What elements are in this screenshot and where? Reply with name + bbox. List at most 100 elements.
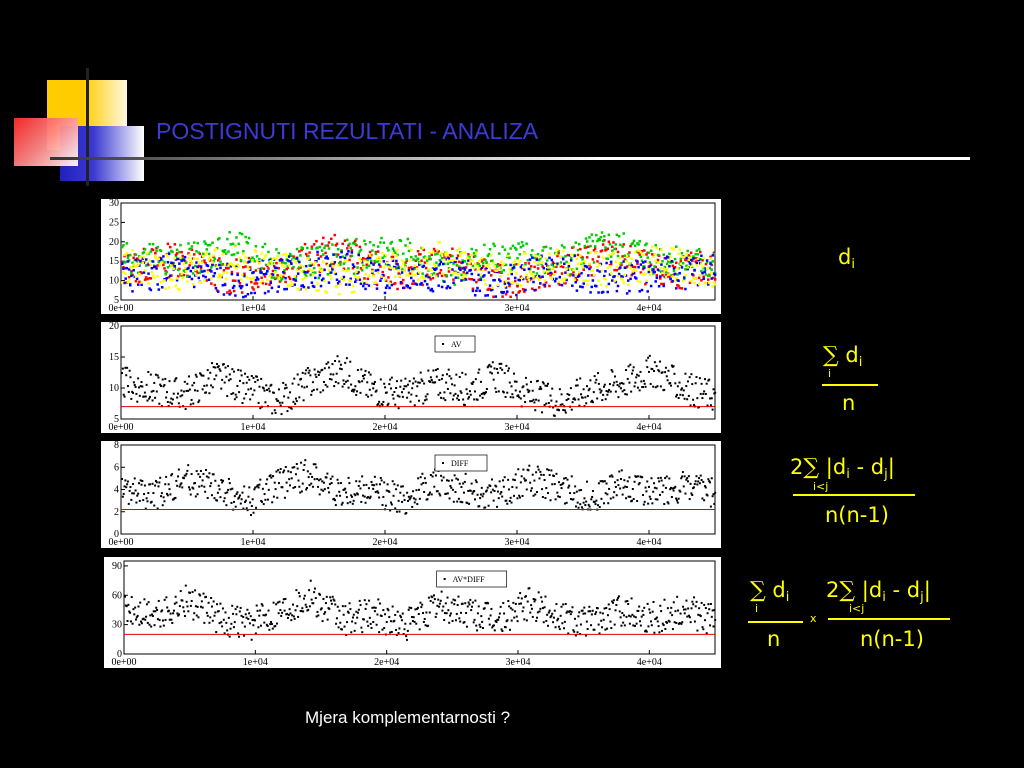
data-point <box>710 268 713 271</box>
data-point <box>620 261 623 265</box>
data-point <box>125 374 128 377</box>
data-point <box>548 473 551 476</box>
data-point <box>608 487 611 490</box>
data-point <box>424 266 428 270</box>
data-point <box>132 391 135 394</box>
data-point <box>381 503 384 506</box>
data-point <box>295 462 298 465</box>
data-point <box>605 606 608 609</box>
data-point <box>588 262 591 265</box>
data-point <box>195 250 198 253</box>
data-point <box>581 396 584 399</box>
data-point <box>659 275 662 278</box>
data-point <box>656 385 659 388</box>
data-point <box>184 407 187 410</box>
data-point <box>425 262 429 265</box>
data-point <box>222 500 225 503</box>
data-point <box>424 274 428 278</box>
data-point <box>436 367 439 370</box>
data-point <box>623 273 627 277</box>
data-point <box>288 478 291 481</box>
data-point <box>340 628 343 631</box>
data-point <box>164 377 167 380</box>
fraction-bar <box>822 384 878 386</box>
data-point <box>448 497 451 500</box>
data-point <box>587 279 590 282</box>
data-point <box>391 259 395 262</box>
data-point <box>269 474 272 477</box>
data-point <box>239 502 242 505</box>
data-point <box>189 269 193 273</box>
data-point <box>621 390 624 393</box>
data-point <box>430 253 434 257</box>
data-point <box>361 631 364 634</box>
data-point <box>309 472 312 475</box>
data-point <box>419 261 422 265</box>
data-point <box>622 614 625 617</box>
data-point <box>632 268 636 271</box>
data-point <box>164 618 167 621</box>
data-point <box>648 608 651 611</box>
data-point <box>283 395 286 398</box>
data-point <box>446 492 449 495</box>
data-point <box>149 250 153 253</box>
data-point <box>595 233 598 237</box>
data-point <box>165 475 168 478</box>
data-point <box>675 499 678 502</box>
data-point <box>542 621 545 624</box>
data-point <box>408 380 411 383</box>
data-point <box>154 610 157 613</box>
data-point <box>270 383 273 386</box>
data-point <box>630 264 633 267</box>
data-point <box>446 373 449 376</box>
data-point <box>644 243 647 247</box>
data-point <box>342 379 345 382</box>
data-point <box>670 247 673 250</box>
data-point <box>240 232 244 236</box>
data-point <box>613 247 616 251</box>
data-point <box>126 619 129 622</box>
data-point <box>485 387 488 390</box>
data-point <box>227 250 230 253</box>
data-point <box>677 284 680 288</box>
data-point <box>333 233 336 237</box>
data-point <box>154 396 157 399</box>
logo-vertical-line <box>86 68 89 186</box>
data-point <box>327 281 331 284</box>
data-point <box>704 281 708 285</box>
data-point <box>499 279 502 283</box>
data-point <box>321 620 324 623</box>
data-point <box>202 592 205 595</box>
data-point <box>622 382 625 385</box>
data-point <box>376 490 379 493</box>
data-point <box>538 610 541 613</box>
data-point <box>189 604 192 607</box>
data-point <box>285 386 288 389</box>
data-point <box>548 256 551 260</box>
data-point <box>633 244 637 247</box>
data-point <box>474 479 477 482</box>
data-point <box>638 253 641 256</box>
data-point <box>158 264 162 267</box>
data-point <box>335 255 339 258</box>
data-point <box>181 486 184 489</box>
data-point <box>551 483 554 486</box>
data-point <box>255 485 258 488</box>
data-point <box>277 469 280 472</box>
data-point <box>307 257 310 261</box>
data-point <box>585 256 589 259</box>
data-point <box>246 241 250 245</box>
data-point <box>341 385 344 388</box>
data-point <box>375 389 378 392</box>
data-point <box>178 262 181 265</box>
data-point <box>312 263 316 266</box>
data-point <box>267 290 270 293</box>
data-point <box>324 383 327 386</box>
data-point <box>245 283 249 287</box>
data-point <box>412 377 415 380</box>
data-point <box>268 283 271 286</box>
data-point <box>218 368 221 371</box>
data-point <box>351 284 355 288</box>
chart-panel-diff: 0e+00 1e+04 2e+04 3e+04 4e+04 0 2 4 6 8 DIFF <box>101 441 721 548</box>
data-point <box>134 618 137 621</box>
